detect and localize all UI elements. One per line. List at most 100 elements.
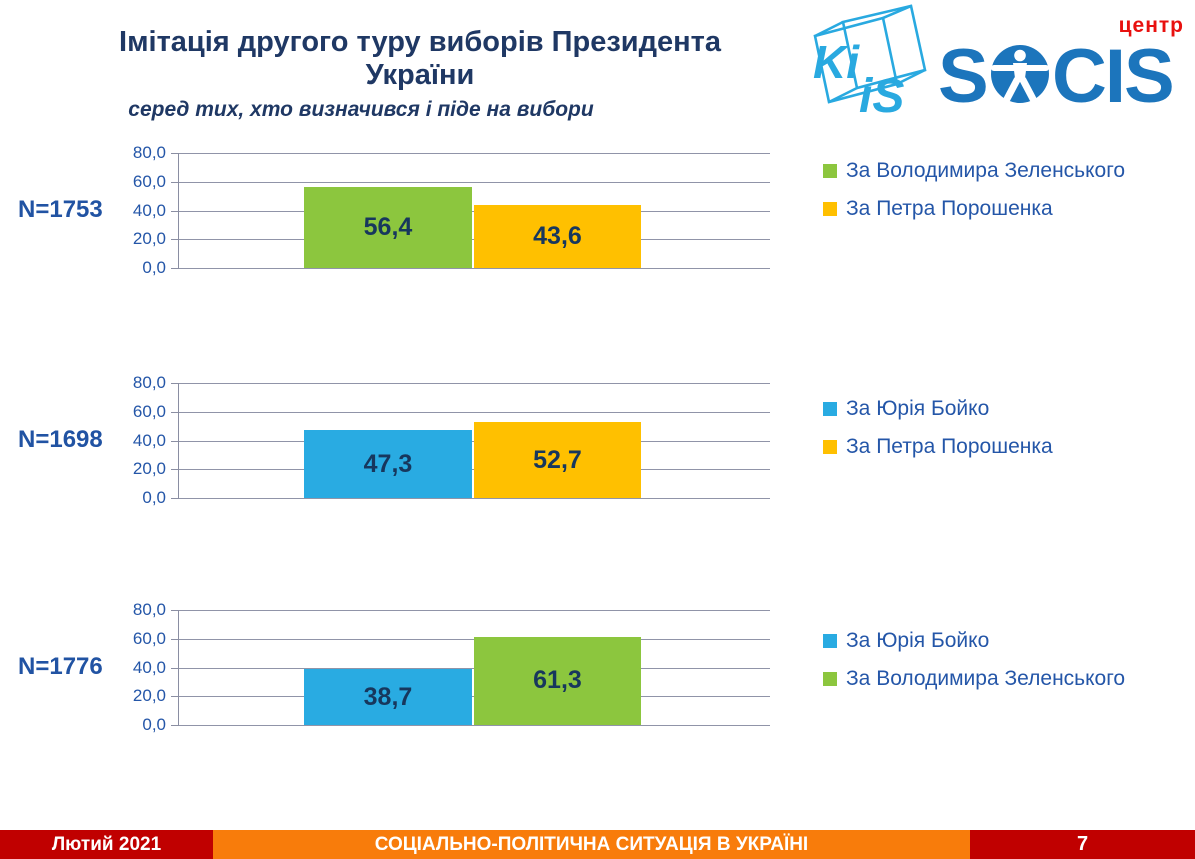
legend-label: За Юрія Бойко [846,628,990,652]
page-title: Імітація другого туру виборів Президента… [119,26,721,91]
bar-chart-plot: 80,0 60,0 40,0 20,0 0,0 56,4 43,6 [133,143,770,277]
axis-tick [171,667,178,669]
legend-label: За Юрія Бойко [846,396,990,420]
legend-item: За Петра Порошенка [823,435,1053,459]
gridline [178,181,770,183]
socis-letter-s: S [938,42,987,112]
socis-logo: центр S CIS [938,14,1188,112]
y-tick-label: 60,0 [132,401,166,421]
axis-tick [171,498,178,499]
legend-item: За Юрія Бойко [823,629,1125,653]
axis-tick [171,725,178,726]
axis-tick [171,696,178,698]
chart-row-3: N=1776 80,0 60,0 40,0 20,0 0,0 38,7 61,3 За Юр… [0,600,1195,734]
socis-letters-cis: CIS [1052,42,1173,112]
gridline [178,411,770,413]
footer-date: Лютий 2021 [0,830,213,859]
bar: 61,3 [474,636,641,725]
legend-item: За Володимира Зеленського [823,667,1125,691]
bar-chart-plot: 80,0 60,0 40,0 20,0 0,0 38,7 61,3 [133,600,770,734]
gridline [178,268,770,269]
axis-tick [171,181,178,183]
bar-value-label: 38,7 [363,682,413,711]
legend-label: За Петра Порошенка [846,196,1053,220]
legend-swatch [823,163,837,178]
legend-item: За Юрія Бойко [823,397,1053,421]
footer-banner: СОЦІАЛЬНО-ПОЛІТИЧНА СИТУАЦІЯ В УКРАЇНІ [213,830,970,859]
y-tick-label: 80,0 [132,373,166,392]
socis-tagline: центр [1118,14,1184,37]
axis-tick [171,638,178,640]
sample-size-label: N=1776 [18,652,103,680]
page-subtitle: серед тих, хто визначився і піде на вибо… [128,98,594,121]
legend-label: За Петра Порошенка [846,434,1053,458]
axis-tick [171,268,178,269]
chart-row-2: N=1698 80,0 60,0 40,0 20,0 0,0 47,3 52,7 За Юр… [0,373,1195,507]
chart-row-1: N=1753 80,0 60,0 40,0 20,0 0,0 56,4 43,6 За Во… [0,143,1195,277]
socis-o-man-icon [991,45,1049,103]
gridline [178,153,770,154]
chart-legend: За Юрія Бойко За Петра Порошенка [823,397,1053,473]
y-axis-line [178,383,179,499]
legend-swatch [823,201,837,216]
bar: 52,7 [474,422,641,498]
kiis-cube-icon [813,4,927,104]
slide-header: Імітація другого туру виборів Президента… [75,26,765,122]
axis-tick [171,210,178,212]
y-axis-line [178,610,179,726]
y-tick-label: 0,0 [142,488,166,507]
sample-size-label: N=1698 [18,425,103,453]
gridline [178,725,770,726]
socis-wordmark: S CIS [938,42,1175,112]
y-tick-label: 20,0 [132,459,166,479]
y-tick-label: 0,0 [142,258,166,277]
y-axis-line [178,153,179,269]
y-tick-label: 40,0 [132,200,166,220]
bar-value-label: 56,4 [363,212,413,241]
legend-swatch [823,633,837,648]
axis-tick [171,153,178,154]
bar-value-label: 43,6 [533,222,582,251]
bar: 47,3 [304,430,472,498]
sample-size-label: N=1753 [18,195,103,223]
gridline [178,610,770,611]
chart-legend: За Володимира Зеленського За Петра Пороше… [823,159,1125,235]
y-tick-label: 60,0 [132,171,166,191]
bar: 43,6 [474,205,641,268]
y-tick-label: 60,0 [132,628,166,648]
footer-page-number: 7 [970,830,1195,859]
y-tick-label: 0,0 [142,715,166,734]
legend-label: За Володимира Зеленського [846,666,1126,690]
axis-tick [171,411,178,413]
bar-value-label: 52,7 [533,445,582,474]
bar-value-label: 61,3 [533,666,582,695]
legend-swatch [823,671,837,686]
bar: 56,4 [304,186,472,268]
legend-swatch [823,439,837,454]
axis-tick [171,383,178,384]
gridline [178,498,770,499]
legend-item: За Петра Порошенка [823,197,1125,221]
gridline [178,383,770,384]
chart-legend: За Юрія Бойко За Володимира Зеленського [823,629,1125,705]
bar: 38,7 [304,669,472,725]
axis-tick [171,610,178,611]
legend-label: За Володимира Зеленського [846,158,1126,182]
axis-tick [171,440,178,442]
kiis-logo: Ki iS [813,4,927,118]
y-tick-label: 20,0 [132,686,166,706]
y-tick-label: 80,0 [132,143,166,162]
bar-chart-plot: 80,0 60,0 40,0 20,0 0,0 47,3 52,7 [133,373,770,507]
bar-value-label: 47,3 [363,449,413,478]
y-tick-label: 20,0 [132,229,166,249]
legend-item: За Володимира Зеленського [823,159,1125,183]
y-tick-label: 80,0 [132,600,166,619]
y-tick-label: 40,0 [132,430,166,450]
y-tick-label: 40,0 [132,657,166,677]
kiis-logo-text-bottom: iS [859,70,904,118]
legend-swatch [823,401,837,416]
kiis-logo-text-top: Ki [813,36,860,88]
axis-tick [171,239,178,241]
axis-tick [171,469,178,471]
